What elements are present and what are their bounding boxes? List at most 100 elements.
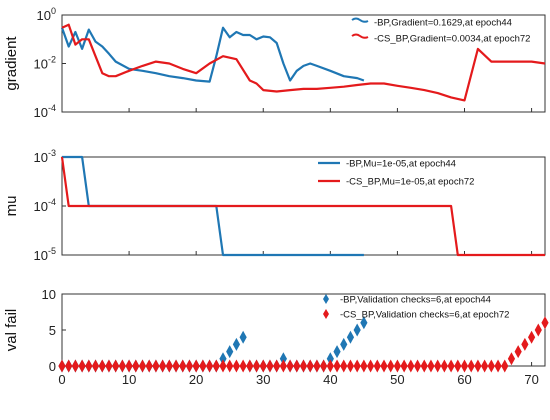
- legend-label: -BP,Mu=1e-05,at epoch44: [346, 159, 456, 170]
- data-point-cs-bp: [487, 359, 495, 373]
- data-point-cs-bp: [71, 359, 80, 373]
- data-point-bp: [353, 323, 361, 337]
- legend-label: -BP,Validation checks=6,at epoch44: [340, 295, 491, 306]
- data-point-bp: [279, 352, 287, 366]
- series-line-bp: [62, 155, 364, 257]
- data-point-cs-bp: [252, 359, 261, 373]
- data-point-cs-bp: [152, 359, 160, 373]
- data-point-cs-bp: [333, 359, 341, 373]
- data-point-bp: [219, 352, 227, 366]
- data-point-cs-bp: [138, 359, 147, 373]
- data-point-cs-bp: [366, 359, 375, 373]
- x-tick-label: 30: [256, 372, 270, 387]
- data-point-cs-bp: [326, 359, 334, 373]
- data-point-cs-bp: [78, 359, 86, 373]
- data-point-cs-bp: [380, 359, 388, 373]
- data-point-bp: [239, 330, 247, 344]
- data-point-cs-bp: [521, 337, 529, 351]
- y-tick-label: 10: [42, 287, 56, 302]
- y-axis-label: mu: [3, 196, 20, 217]
- panel-gradient: 100 10-2 10-4 gradient -BP,Gradient=0.1629,a…: [3, 6, 546, 120]
- data-point-cs-bp: [420, 359, 428, 373]
- legend-label: -BP,Gradient=0.1629,at epoch44: [374, 18, 512, 29]
- data-point-cs-bp: [299, 359, 308, 373]
- data-point-cs-bp: [460, 359, 469, 373]
- y-tick-label: 10-5: [34, 246, 56, 263]
- data-point-cs-bp: [353, 359, 361, 373]
- series-line-cs-bp: [61, 23, 546, 102]
- data-point-cs-bp: [239, 359, 247, 373]
- data-point-cs-bp: [434, 359, 442, 373]
- data-point-cs-bp: [387, 359, 395, 373]
- legend: -BP,Mu=1e-05,at epoch44 -CS_BP,Mu=1e-05,a…: [318, 159, 474, 188]
- y-tick-label: 100: [37, 6, 56, 23]
- data-point-cs-bp: [65, 359, 73, 373]
- data-point-cs-bp: [320, 359, 328, 373]
- data-point-bp: [232, 337, 241, 351]
- data-point-cs-bp: [467, 359, 475, 373]
- data-point-cs-bp: [313, 359, 321, 373]
- x-tick-label: 10: [122, 372, 136, 387]
- data-point-cs-bp: [145, 359, 153, 373]
- data-point-cs-bp: [413, 359, 422, 373]
- data-point-cs-bp: [226, 359, 234, 373]
- x-tick-label: 20: [189, 372, 203, 387]
- data-point-cs-bp: [132, 359, 140, 373]
- data-point-cs-bp: [527, 330, 536, 344]
- data-point-bp: [226, 345, 234, 359]
- data-point-cs-bp: [286, 359, 294, 373]
- data-point-cs-bp: [172, 359, 180, 373]
- legend-label: -CS_BP,Gradient=0.0034,at epoch72: [374, 34, 530, 45]
- legend-line-swatch: [351, 17, 369, 23]
- data-point-cs-bp: [112, 359, 120, 373]
- data-point-cs-bp: [185, 359, 194, 373]
- data-point-cs-bp: [440, 359, 448, 373]
- data-point-cs-bp: [105, 359, 113, 373]
- data-point-cs-bp: [246, 359, 254, 373]
- x-tick-label: 50: [390, 372, 404, 387]
- data-point-cs-bp: [118, 359, 126, 373]
- data-point-cs-bp: [407, 359, 415, 373]
- data-point-cs-bp: [232, 359, 241, 373]
- data-point-cs-bp: [159, 359, 167, 373]
- legend-diamond-swatch: [323, 294, 329, 304]
- data-point-bp: [326, 352, 334, 366]
- y-axis-label: gradient: [3, 36, 20, 91]
- data-point-cs-bp: [447, 359, 455, 373]
- y-tick-label: 5: [49, 323, 56, 338]
- data-point-cs-bp: [454, 359, 462, 373]
- data-point-cs-bp: [199, 359, 207, 373]
- legend: -BP,Gradient=0.1629,at epoch44 -CS_BP,Gra…: [351, 17, 530, 45]
- series-line-cs-bp: [60, 156, 545, 257]
- data-point-cs-bp: [481, 359, 489, 373]
- data-point-cs-bp: [192, 359, 200, 373]
- data-point-cs-bp: [360, 359, 368, 373]
- data-point-cs-bp: [266, 359, 274, 373]
- data-point-cs-bp: [494, 359, 502, 373]
- panel-val-fail: 0 5 10 val fail 0 10 20 30 40 50 60 70 -BP,Validatio…: [3, 287, 549, 387]
- panel-mu: 10-3 10-4 10-5 mu -BP,Mu=1e-05,at epoch44 -CS…: [3, 148, 546, 263]
- legend-line-swatch: [351, 33, 369, 39]
- data-point-cs-bp: [393, 359, 402, 373]
- x-tick-label: 70: [524, 372, 538, 387]
- y-axis-label: val fail: [3, 309, 20, 352]
- y-tick-label: 10-4: [34, 197, 56, 214]
- data-point-bp: [333, 345, 341, 359]
- data-point-cs-bp: [501, 359, 509, 373]
- y-tick-label: 10-3: [34, 148, 56, 165]
- y-tick-label: 10-4: [34, 103, 56, 120]
- data-point-bp: [346, 330, 355, 344]
- data-point-cs-bp: [427, 359, 435, 373]
- legend-label: -CS_BP,Validation checks=6,at epoch72: [340, 310, 509, 321]
- data-point-cs-bp: [306, 359, 314, 373]
- y-tick-label: 0: [49, 359, 56, 374]
- data-point-cs-bp: [279, 359, 287, 373]
- data-point-cs-bp: [373, 359, 381, 373]
- data-point-cs-bp: [85, 359, 93, 373]
- y-tick-label: 10-2: [34, 55, 56, 72]
- data-point-cs-bp: [91, 359, 100, 373]
- plot-frame: [61, 14, 546, 113]
- legend-diamond-swatch: [323, 309, 329, 319]
- data-point-cs-bp: [340, 359, 348, 373]
